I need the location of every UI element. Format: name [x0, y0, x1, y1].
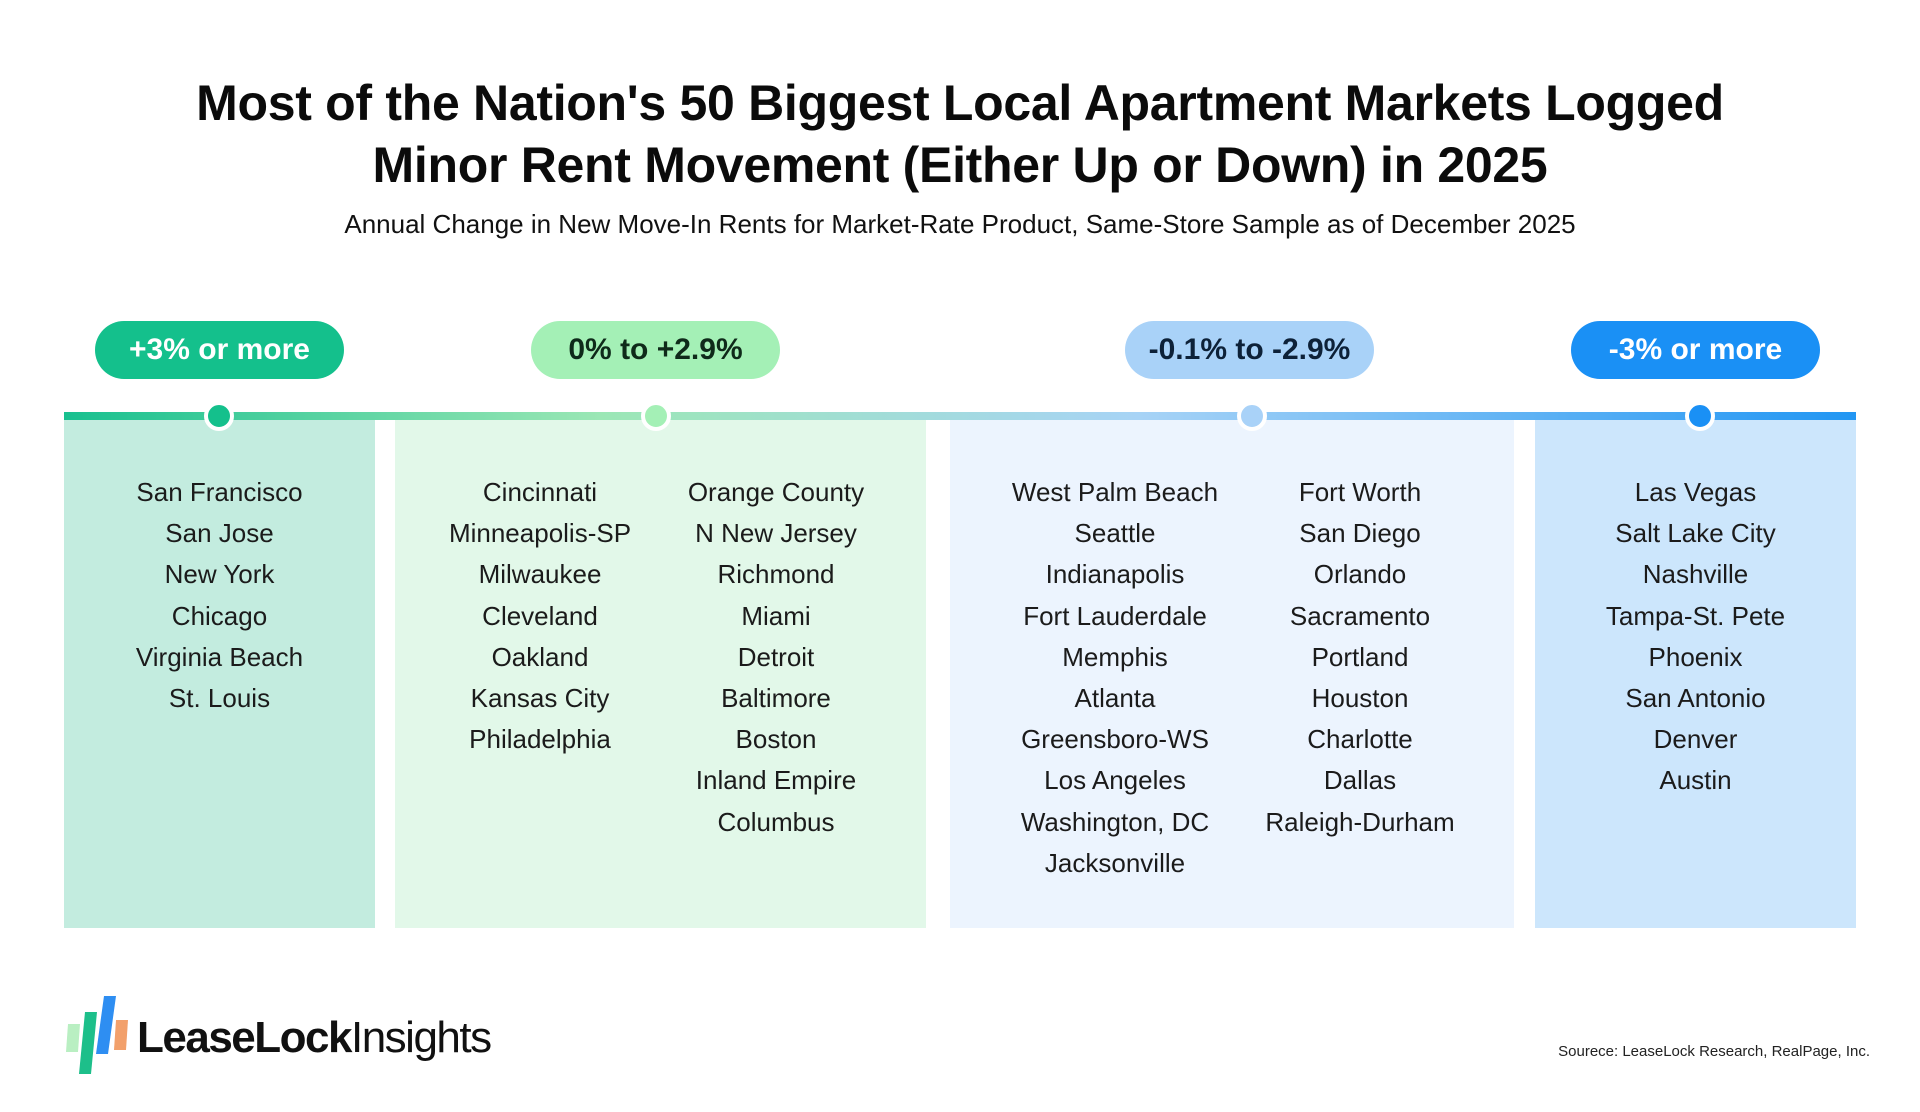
title-line-1: Most of the Nation's 50 Biggest Local Ap… — [196, 75, 1724, 131]
city-item: Cleveland — [482, 600, 598, 631]
city-item: Phoenix — [1648, 641, 1743, 672]
city-item: Austin — [1659, 765, 1732, 796]
city-item: Tampa-St. Pete — [1605, 600, 1786, 631]
badge-up-3-or-more: +3% or more — [95, 321, 344, 379]
city-item: Indianapolis — [1045, 559, 1185, 590]
timeline-dot-up-0 — [641, 401, 671, 431]
city-item: Philadelphia — [469, 724, 611, 755]
panel-down-3-or-more — [1535, 420, 1856, 928]
city-item: Jacksonville — [1044, 847, 1186, 878]
city-item: West Palm Beach — [1011, 477, 1219, 507]
city-item: St. Louis — [168, 683, 271, 714]
city-list-down-3: Las Vegas Salt Lake City Nashville Tampa… — [1575, 472, 1816, 802]
city-item: San Francisco — [136, 477, 303, 507]
city-item: Greensboro-WS — [1021, 724, 1209, 755]
city-item: N New Jersey — [695, 518, 857, 549]
city-item: Salt Lake City — [1615, 518, 1776, 549]
city-item: Los Angeles — [1044, 765, 1186, 796]
panel-up-3-or-more — [64, 420, 375, 928]
city-item: Charlotte — [1307, 724, 1413, 755]
city-item: Portland — [1311, 641, 1409, 672]
city-item: Houston — [1311, 683, 1409, 714]
city-item: New York — [164, 559, 275, 590]
city-item: Orlando — [1313, 559, 1407, 590]
city-item: Las Vegas — [1634, 477, 1757, 507]
timeline-dot-up-3 — [204, 401, 234, 431]
city-item: San Diego — [1299, 518, 1421, 549]
city-item: Denver — [1653, 724, 1738, 755]
source-note: Sourece: LeaseLock Research, RealPage, I… — [1558, 1043, 1870, 1060]
page-title: Most of the Nation's 50 Biggest Local Ap… — [0, 72, 1920, 196]
city-list-up-0-col-2: Orange County N New Jersey Richmond Miam… — [656, 472, 896, 843]
city-item: San Antonio — [1625, 683, 1766, 714]
city-item: Detroit — [737, 641, 815, 672]
city-item: Richmond — [717, 559, 835, 590]
timeline-bar — [64, 412, 1856, 420]
city-item: Kansas City — [470, 683, 610, 714]
city-item: Cincinnati — [482, 477, 598, 507]
badge-up-0-to-2-9: 0% to +2.9% — [531, 321, 780, 379]
city-item: Boston — [735, 724, 817, 755]
page-subtitle: Annual Change in New Move-In Rents for M… — [344, 209, 1576, 239]
city-list-down-0-col-2: Fort Worth San Diego Orlando Sacramento … — [1240, 472, 1480, 843]
city-item: Baltimore — [721, 683, 831, 714]
city-item: Columbus — [717, 806, 835, 837]
leaselock-logo-icon — [66, 996, 128, 1074]
city-list-up-3: San Francisco San Jose New York Chicago … — [99, 472, 340, 719]
city-item: Nashville — [1642, 559, 1749, 590]
timeline-dot-down-0 — [1237, 401, 1267, 431]
timeline-dot-down-3 — [1685, 401, 1715, 431]
city-item: Oakland — [491, 641, 589, 672]
brand-suffix: Insights — [350, 1013, 492, 1062]
badge-down-3-or-more: -3% or more — [1571, 321, 1820, 379]
city-item: Chicago — [171, 600, 268, 631]
city-item: Orange County — [687, 477, 865, 507]
city-item: Raleigh-Durham — [1265, 806, 1455, 837]
city-item: Minneapolis-SP — [448, 518, 632, 549]
city-item: Atlanta — [1074, 683, 1156, 714]
city-item: Virginia Beach — [135, 641, 304, 672]
city-item: Sacramento — [1289, 600, 1431, 631]
title-line-2: Minor Rent Movement (Either Up or Down) … — [372, 137, 1548, 193]
city-item: Miami — [741, 600, 811, 631]
city-item: Seattle — [1074, 518, 1156, 549]
panel-up-0-to-2-9 — [395, 420, 926, 928]
badge-down-0-1-to-2-9: -0.1% to -2.9% — [1125, 321, 1374, 379]
city-list-up-0-col-1: Cincinnati Minneapolis-SP Milwaukee Clev… — [420, 472, 660, 760]
city-item: Milwaukee — [478, 559, 602, 590]
city-item: Washington, DC — [1020, 806, 1210, 837]
city-item: Fort Lauderdale — [1023, 600, 1207, 631]
panel-down-0-1-to-2-9 — [950, 420, 1514, 928]
brand-name: LeaseLock — [137, 1013, 352, 1062]
city-item: Fort Worth — [1298, 477, 1422, 507]
city-item: Inland Empire — [695, 765, 857, 796]
city-item: Memphis — [1062, 641, 1168, 672]
brand-wordmark: LeaseLockInsights — [137, 1010, 492, 1066]
city-item: San Jose — [165, 518, 274, 549]
city-list-down-0-col-1: West Palm Beach Seattle Indianapolis For… — [990, 472, 1240, 884]
city-item: Dallas — [1323, 765, 1397, 796]
